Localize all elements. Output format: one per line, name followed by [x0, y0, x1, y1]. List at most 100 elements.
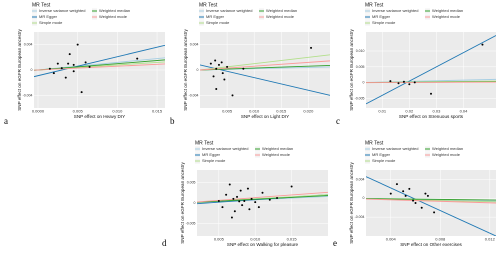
x-tick-label: 0.04 — [460, 109, 469, 114]
legend-label: MR Egger — [206, 14, 225, 19]
plot-area — [34, 43, 165, 94]
point — [209, 62, 212, 65]
point — [243, 199, 246, 202]
x-axis-title: SNP effect on Other exercises — [400, 242, 462, 247]
point — [426, 194, 429, 197]
point — [389, 192, 392, 195]
point — [433, 211, 436, 214]
x-tick-label: 0.005 — [214, 237, 225, 242]
regression-line — [366, 198, 496, 201]
regression-line — [200, 54, 330, 71]
point — [217, 63, 220, 66]
point — [223, 78, 226, 81]
regression-line — [366, 176, 496, 236]
x-tick-label: 0.015 — [152, 109, 163, 114]
y-axis-title: SNP effect on eGFR European ancestry — [180, 162, 185, 244]
x-tick-label: 0.015 — [276, 109, 287, 114]
point — [136, 57, 139, 60]
point — [408, 83, 411, 86]
regression-line — [34, 44, 165, 78]
plot-area — [197, 183, 328, 219]
point — [212, 75, 215, 78]
legend-label: Simple mode — [206, 20, 230, 25]
x-tick-label: 0.015 — [287, 237, 298, 242]
point — [268, 198, 271, 201]
point — [56, 62, 59, 65]
legend-label: Inverse variance weighted — [372, 8, 418, 13]
point — [230, 216, 233, 219]
x-axis-title: SNP effect on Light DIY — [241, 114, 289, 119]
point — [481, 43, 484, 46]
point — [276, 197, 279, 200]
y-tick-label: -0.005 — [355, 96, 365, 100]
panel-letter: d — [162, 238, 167, 248]
point — [420, 206, 423, 209]
point — [402, 190, 405, 193]
legend-label: MR Egger — [372, 152, 391, 157]
plot-area — [200, 46, 330, 97]
regression-line — [200, 64, 330, 71]
y-tick-label: 0 — [197, 68, 199, 72]
regression-line — [200, 60, 330, 71]
panel-letter: c — [336, 116, 340, 126]
panel-letter: e — [333, 238, 337, 248]
legend-label: MR Egger — [202, 152, 221, 157]
legend-label: Inverse variance weighted — [372, 146, 418, 151]
legend-label: Inverse variance weighted — [39, 8, 85, 13]
plot-area — [366, 35, 496, 105]
y-tick-label: 0 — [194, 201, 196, 205]
point — [215, 67, 218, 70]
legend-label: Inverse variance weighted — [202, 146, 248, 151]
legend-label: Weighted median — [99, 8, 130, 13]
regression-line — [366, 35, 496, 105]
point — [389, 80, 392, 83]
x-tick-label: 0.020 — [303, 109, 314, 114]
point — [414, 202, 417, 204]
point — [68, 53, 71, 56]
y-tick-label: 0.010 — [356, 49, 365, 53]
point — [60, 67, 63, 70]
y-tick-label: 0.005 — [356, 65, 365, 69]
point — [215, 88, 218, 90]
x-tick-label: 0.010 — [112, 109, 123, 114]
point — [48, 67, 51, 70]
legend-label: Simple mode — [39, 20, 63, 25]
legend-label: Weighted median — [266, 8, 297, 13]
regression-line — [34, 59, 165, 71]
point — [52, 72, 55, 75]
point — [67, 62, 70, 65]
point — [214, 59, 217, 62]
x-tick-label: 0.008 — [435, 237, 446, 242]
legend-label: Weighted mode — [99, 14, 128, 19]
point — [232, 197, 235, 200]
point — [261, 191, 264, 194]
point — [413, 81, 416, 84]
panel-letter: b — [170, 116, 175, 126]
legend-label: Weighted mode — [266, 14, 295, 19]
point — [64, 76, 67, 79]
legend-label: MR Egger — [39, 14, 58, 19]
legend-label: Weighted median — [432, 8, 463, 13]
y-tick-label: -0.004 — [355, 215, 365, 219]
y-tick-label: 0 — [363, 81, 365, 85]
plot-area — [366, 176, 496, 236]
point — [397, 82, 400, 85]
point — [225, 193, 228, 196]
point — [412, 199, 415, 202]
point — [404, 194, 407, 197]
point — [226, 65, 229, 68]
legend-title: MR Test — [32, 2, 51, 8]
regression-line — [366, 198, 496, 204]
point — [395, 183, 398, 186]
y-axis-title: SNP effect on eGFR European ancestry — [349, 162, 354, 244]
x-tick-label: 0.01 — [378, 109, 387, 114]
y-tick-label: 0.004 — [24, 43, 33, 47]
legend-label: Simple mode — [372, 20, 396, 25]
y-axis-title: SNP effect on eGFR European ancestry — [183, 29, 188, 111]
x-tick-label: 0.012 — [485, 237, 496, 242]
point — [217, 199, 220, 202]
